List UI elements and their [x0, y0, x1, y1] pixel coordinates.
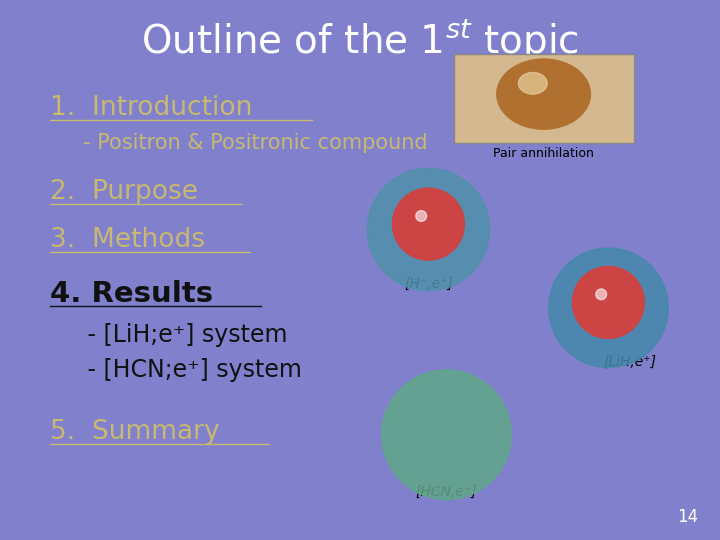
- Text: 3.  Methods: 3. Methods: [50, 227, 205, 253]
- Text: 2.  Purpose: 2. Purpose: [50, 179, 199, 205]
- Text: - [HCN;e⁺] system: - [HCN;e⁺] system: [50, 358, 302, 382]
- Text: 1.  Introduction: 1. Introduction: [50, 95, 253, 121]
- Ellipse shape: [549, 248, 668, 368]
- FancyBboxPatch shape: [454, 54, 634, 143]
- Text: [HCN,e⁺]: [HCN,e⁺]: [415, 484, 477, 498]
- Text: 14: 14: [678, 509, 698, 526]
- Circle shape: [518, 72, 547, 94]
- Circle shape: [497, 59, 590, 129]
- Text: 4. Results: 4. Results: [50, 280, 214, 308]
- Text: 5.  Summary: 5. Summary: [50, 419, 220, 445]
- Ellipse shape: [392, 188, 464, 260]
- Ellipse shape: [416, 211, 426, 221]
- Text: [H⁻,e⁺]: [H⁻,e⁺]: [404, 276, 453, 291]
- Text: - Positron & Positronic compound: - Positron & Positronic compound: [50, 133, 428, 153]
- Ellipse shape: [572, 266, 644, 339]
- Text: [LiH,e⁺]: [LiH,e⁺]: [603, 355, 657, 369]
- Ellipse shape: [382, 370, 511, 500]
- Ellipse shape: [367, 168, 490, 291]
- Text: - [LiH;e⁺] system: - [LiH;e⁺] system: [50, 323, 288, 347]
- Ellipse shape: [596, 289, 606, 300]
- Text: Pair annihilation: Pair annihilation: [493, 147, 594, 160]
- Text: Outline of the 1$^{st}$ topic: Outline of the 1$^{st}$ topic: [141, 17, 579, 64]
